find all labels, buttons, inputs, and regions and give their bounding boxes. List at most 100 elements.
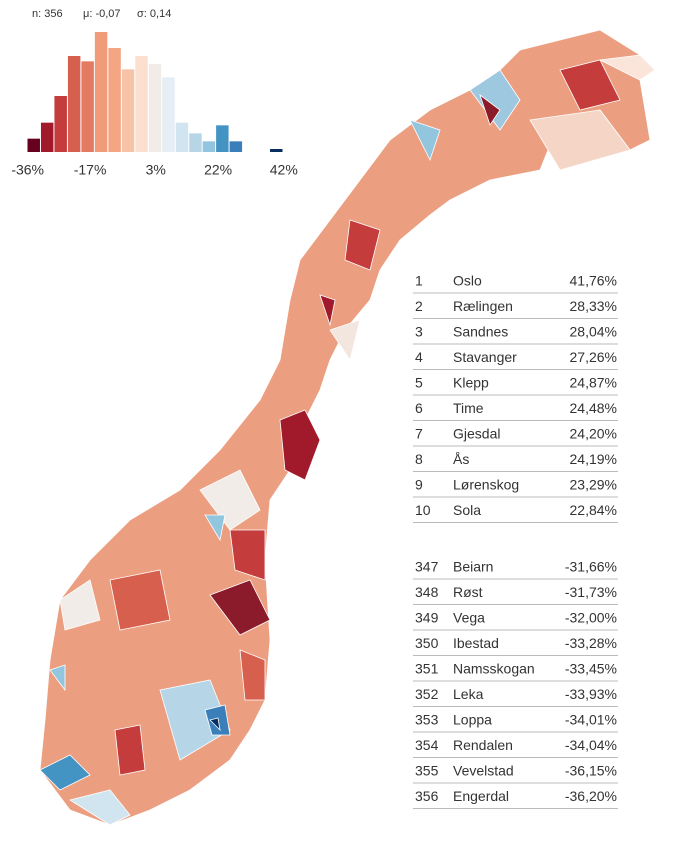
region (409, 119, 441, 162)
x-tick-label: -17% (74, 162, 107, 178)
name: Rælingen (453, 298, 513, 314)
value: -33,28% (565, 635, 617, 651)
rank: 9 (415, 477, 423, 493)
value: 22,84% (570, 502, 617, 518)
region (68, 789, 131, 826)
rank: 3 (415, 324, 423, 340)
rank: 351 (415, 661, 439, 677)
x-tick-label: 22% (204, 162, 232, 178)
value: 28,04% (570, 324, 617, 340)
value: -36,20% (565, 788, 617, 804)
rank: 8 (415, 451, 423, 467)
value: 41,76% (570, 273, 617, 289)
name: Stavanger (453, 349, 517, 365)
rank: 10 (415, 502, 431, 518)
value: -31,66% (565, 559, 617, 575)
region (279, 409, 321, 481)
histogram-bar (81, 61, 94, 153)
rank: 356 (415, 788, 439, 804)
x-tick-label: -36% (11, 162, 44, 178)
region (329, 319, 361, 361)
rank: 7 (415, 426, 423, 442)
histogram-bar (202, 141, 216, 152)
name: Vevelstad (453, 763, 514, 779)
rank: 354 (415, 737, 439, 753)
name: Leka (453, 686, 484, 702)
value: 24,48% (570, 400, 617, 416)
region (209, 579, 271, 636)
name: Gjesdal (453, 426, 500, 442)
region (229, 529, 266, 581)
value: 24,19% (570, 451, 617, 467)
value: 23,29% (570, 477, 617, 493)
region (319, 294, 336, 327)
region (39, 754, 91, 791)
value: -31,73% (565, 584, 617, 600)
name: Røst (453, 584, 483, 600)
histogram-bar (216, 125, 229, 152)
name: Ås (453, 451, 469, 467)
histogram-bar (54, 96, 67, 152)
stat-label: σ: 0,14 (137, 8, 171, 20)
rank: 6 (415, 400, 423, 416)
region (59, 579, 101, 631)
rank: 353 (415, 712, 439, 728)
rank: 352 (415, 686, 439, 702)
rank: 347 (415, 559, 439, 575)
value: -33,93% (565, 686, 617, 702)
name: Klepp (453, 375, 489, 391)
stat-label: n: 356 (32, 8, 63, 20)
name: Beiarn (453, 559, 493, 575)
region (344, 219, 381, 271)
value: -32,00% (565, 610, 617, 626)
histogram-bar (189, 133, 202, 152)
name: Loppa (453, 712, 492, 728)
rank: 1 (415, 273, 423, 289)
name: Sola (453, 502, 481, 518)
value: -34,01% (565, 712, 617, 728)
stat-label: μ: -0,07 (83, 8, 121, 20)
region (204, 514, 226, 542)
rank: 4 (415, 349, 423, 365)
name: Vega (453, 610, 485, 626)
name: Ibestad (453, 635, 499, 651)
histogram-bar (40, 122, 54, 152)
histogram-bar (27, 138, 40, 152)
name: Namsskogan (453, 661, 535, 677)
map (39, 29, 656, 826)
rank: 348 (415, 584, 439, 600)
histogram-bar (229, 141, 243, 152)
histogram-bar (175, 122, 189, 152)
rank: 2 (415, 298, 423, 314)
name: Lørenskog (453, 477, 519, 493)
region (559, 59, 621, 111)
rank: 355 (415, 763, 439, 779)
value: 28,33% (570, 298, 617, 314)
histogram-bar (135, 56, 148, 152)
region (529, 109, 631, 171)
region (109, 569, 171, 631)
value: -34,04% (565, 737, 617, 753)
histogram-bar (67, 56, 81, 152)
x-tick-label: 42% (270, 162, 298, 178)
histogram-bar (270, 149, 283, 152)
name: Oslo (453, 273, 482, 289)
x-tick-label: 3% (146, 162, 166, 178)
histogram-bar (162, 77, 175, 152)
histogram-bar (108, 48, 121, 152)
histogram-bar (121, 69, 135, 152)
value: 24,87% (570, 375, 617, 391)
name: Time (453, 400, 484, 416)
region (239, 649, 266, 701)
region (598, 54, 656, 81)
region (479, 93, 501, 126)
region (114, 724, 146, 776)
name: Sandnes (453, 324, 508, 340)
histogram-bar (148, 64, 162, 152)
region (49, 664, 66, 692)
value: 27,26% (570, 349, 617, 365)
value: 24,20% (570, 426, 617, 442)
region (159, 679, 231, 761)
value: -36,15% (565, 763, 617, 779)
